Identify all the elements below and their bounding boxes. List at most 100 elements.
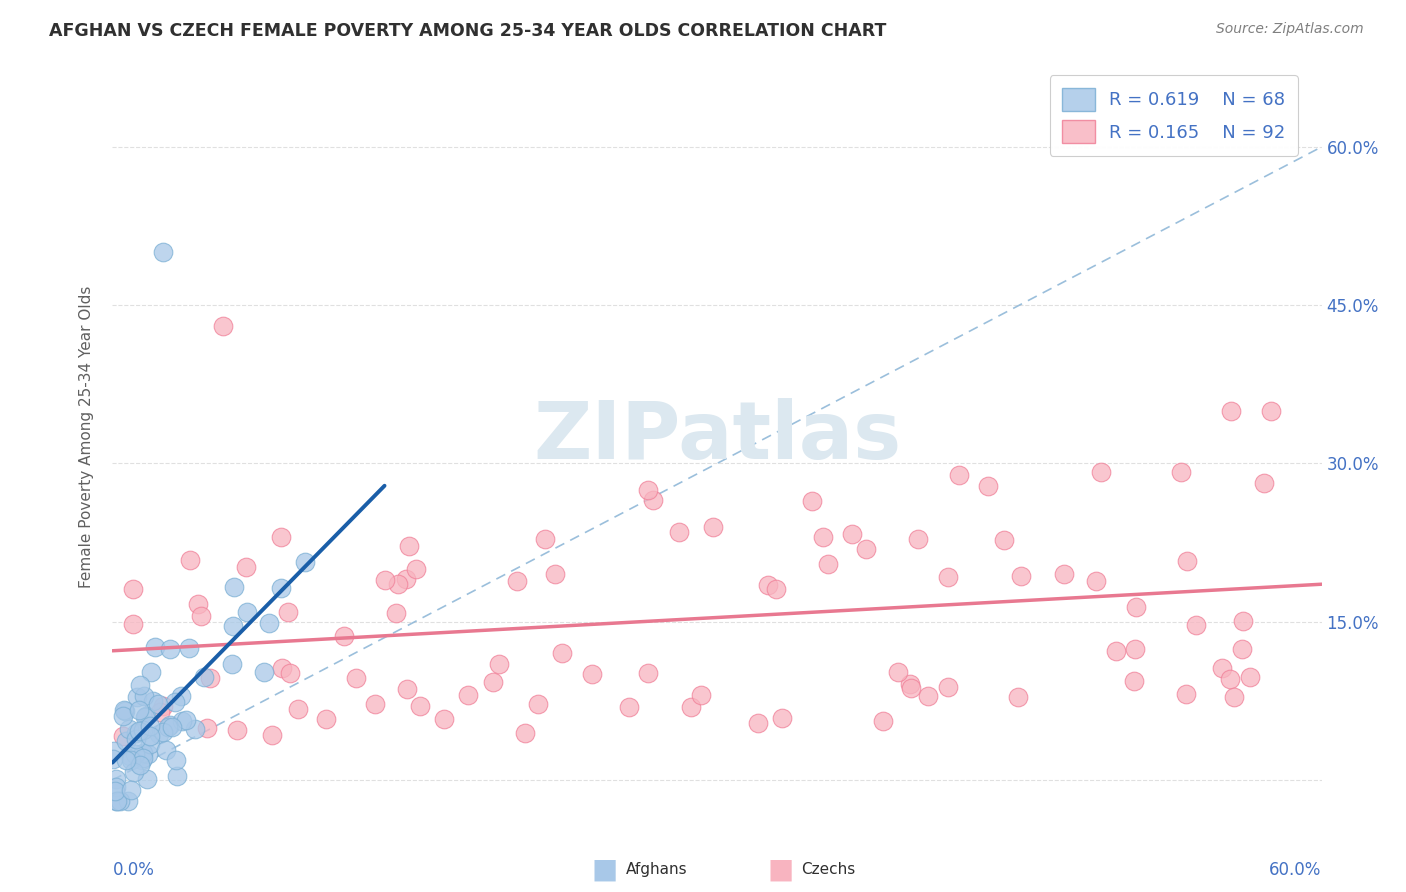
Point <box>515 726 537 740</box>
Point <box>118 723 141 737</box>
Text: ■: ■ <box>592 855 617 884</box>
Point <box>993 533 1015 548</box>
Point <box>1053 567 1076 582</box>
Point <box>488 657 510 671</box>
Point <box>887 665 910 679</box>
Point <box>134 689 156 703</box>
Point <box>387 576 409 591</box>
Point <box>122 582 145 596</box>
Point <box>118 749 141 764</box>
Point <box>898 676 921 690</box>
Point <box>398 540 420 554</box>
Point <box>104 784 127 798</box>
Point <box>124 765 146 780</box>
Point <box>1211 661 1233 675</box>
Point <box>193 670 215 684</box>
Point <box>396 681 419 696</box>
Point <box>134 710 156 724</box>
Point <box>481 674 503 689</box>
Point <box>111 708 134 723</box>
Point <box>702 519 724 533</box>
Point <box>117 794 139 808</box>
Point <box>136 772 159 786</box>
Point <box>1253 476 1275 491</box>
Point <box>581 667 603 681</box>
Point <box>222 581 245 595</box>
Point <box>155 743 177 757</box>
Point <box>152 699 174 714</box>
Point <box>756 578 779 592</box>
Point <box>936 680 959 694</box>
Point <box>163 695 186 709</box>
Point <box>294 555 316 569</box>
Point <box>1230 642 1253 657</box>
Point <box>143 640 166 655</box>
Point <box>139 737 162 751</box>
Point <box>948 467 970 482</box>
Point <box>526 697 548 711</box>
Point <box>152 725 174 739</box>
Text: ZIPatlas: ZIPatlas <box>533 398 901 476</box>
Point <box>114 704 136 718</box>
Point <box>1010 569 1032 583</box>
Point <box>900 681 922 695</box>
Point <box>1260 403 1282 417</box>
Point <box>374 573 396 587</box>
Point <box>236 606 259 620</box>
Point <box>1232 615 1254 629</box>
Point <box>270 582 292 596</box>
Point <box>637 483 659 497</box>
Point <box>146 698 169 712</box>
Point <box>121 616 143 631</box>
Point <box>120 782 142 797</box>
Point <box>689 688 711 702</box>
Point <box>1239 670 1261 684</box>
Point <box>1220 403 1243 417</box>
Point <box>257 616 280 631</box>
Point <box>1222 690 1244 704</box>
Point <box>235 560 257 574</box>
Point <box>166 769 188 783</box>
Point <box>111 729 134 743</box>
Point <box>252 665 274 679</box>
Point <box>457 688 479 702</box>
Point <box>105 772 128 786</box>
Point <box>395 572 418 586</box>
Point <box>801 494 824 508</box>
Point <box>190 609 212 624</box>
Point <box>148 727 170 741</box>
Point <box>287 702 309 716</box>
Point <box>1084 574 1107 588</box>
Point <box>534 532 557 546</box>
Point <box>135 709 157 723</box>
Point <box>128 724 150 739</box>
Point <box>132 723 155 737</box>
Point <box>159 641 181 656</box>
Point <box>841 527 863 541</box>
Point <box>222 618 245 632</box>
Point <box>104 780 127 794</box>
Point <box>121 753 143 767</box>
Legend: R = 0.619    N = 68, R = 0.165    N = 92: R = 0.619 N = 68, R = 0.165 N = 92 <box>1050 75 1298 156</box>
Point <box>260 728 283 742</box>
Point <box>1125 599 1147 614</box>
Point <box>936 570 959 584</box>
Point <box>179 553 201 567</box>
Point <box>132 750 155 764</box>
Point <box>1175 553 1198 567</box>
Text: ■: ■ <box>768 855 793 884</box>
Point <box>315 712 337 726</box>
Point <box>1105 644 1128 658</box>
Text: 60.0%: 60.0% <box>1270 861 1322 879</box>
Point <box>551 646 574 660</box>
Point <box>129 757 152 772</box>
Point <box>169 689 191 703</box>
Point <box>617 700 640 714</box>
Point <box>125 732 148 747</box>
Point <box>162 720 184 734</box>
Point <box>200 671 222 685</box>
Point <box>765 582 787 597</box>
Point <box>148 705 170 719</box>
Point <box>770 711 793 725</box>
Point <box>103 744 125 758</box>
